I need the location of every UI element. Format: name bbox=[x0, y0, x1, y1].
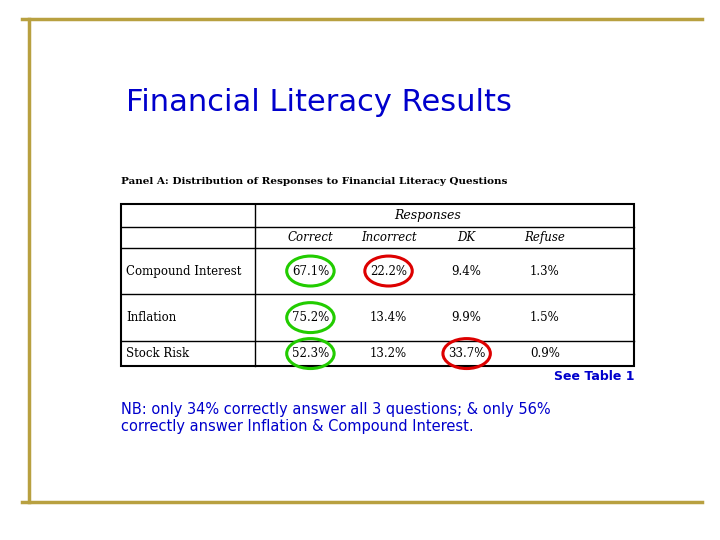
Text: Responses: Responses bbox=[395, 209, 461, 222]
Text: 0.9%: 0.9% bbox=[530, 347, 559, 360]
Text: Financial Literacy Results: Financial Literacy Results bbox=[126, 87, 512, 117]
Text: 9.9%: 9.9% bbox=[451, 311, 482, 324]
Text: DK: DK bbox=[458, 231, 476, 244]
Text: Correct: Correct bbox=[287, 231, 333, 244]
Text: 1.3%: 1.3% bbox=[530, 265, 559, 278]
Text: 75.2%: 75.2% bbox=[292, 311, 329, 324]
Text: Incorrect: Incorrect bbox=[361, 231, 416, 244]
Text: See Table 1: See Table 1 bbox=[554, 370, 634, 383]
Text: 33.7%: 33.7% bbox=[448, 347, 485, 360]
Text: 52.3%: 52.3% bbox=[292, 347, 329, 360]
Text: Stock Risk: Stock Risk bbox=[126, 347, 189, 360]
Text: 1.5%: 1.5% bbox=[530, 311, 559, 324]
Text: 67.1%: 67.1% bbox=[292, 265, 329, 278]
Text: NB: only 34% correctly answer all 3 questions; & only 56%
correctly answer Infla: NB: only 34% correctly answer all 3 ques… bbox=[121, 402, 550, 434]
Text: 22.2%: 22.2% bbox=[370, 265, 407, 278]
Text: Panel A: Distribution of Responses to Financial Literacy Questions: Panel A: Distribution of Responses to Fi… bbox=[121, 177, 507, 186]
Text: Inflation: Inflation bbox=[126, 311, 176, 324]
Text: Compound Interest: Compound Interest bbox=[126, 265, 242, 278]
Text: 13.2%: 13.2% bbox=[370, 347, 407, 360]
Text: Refuse: Refuse bbox=[524, 231, 565, 244]
Text: 13.4%: 13.4% bbox=[370, 311, 407, 324]
Text: 9.4%: 9.4% bbox=[451, 265, 482, 278]
